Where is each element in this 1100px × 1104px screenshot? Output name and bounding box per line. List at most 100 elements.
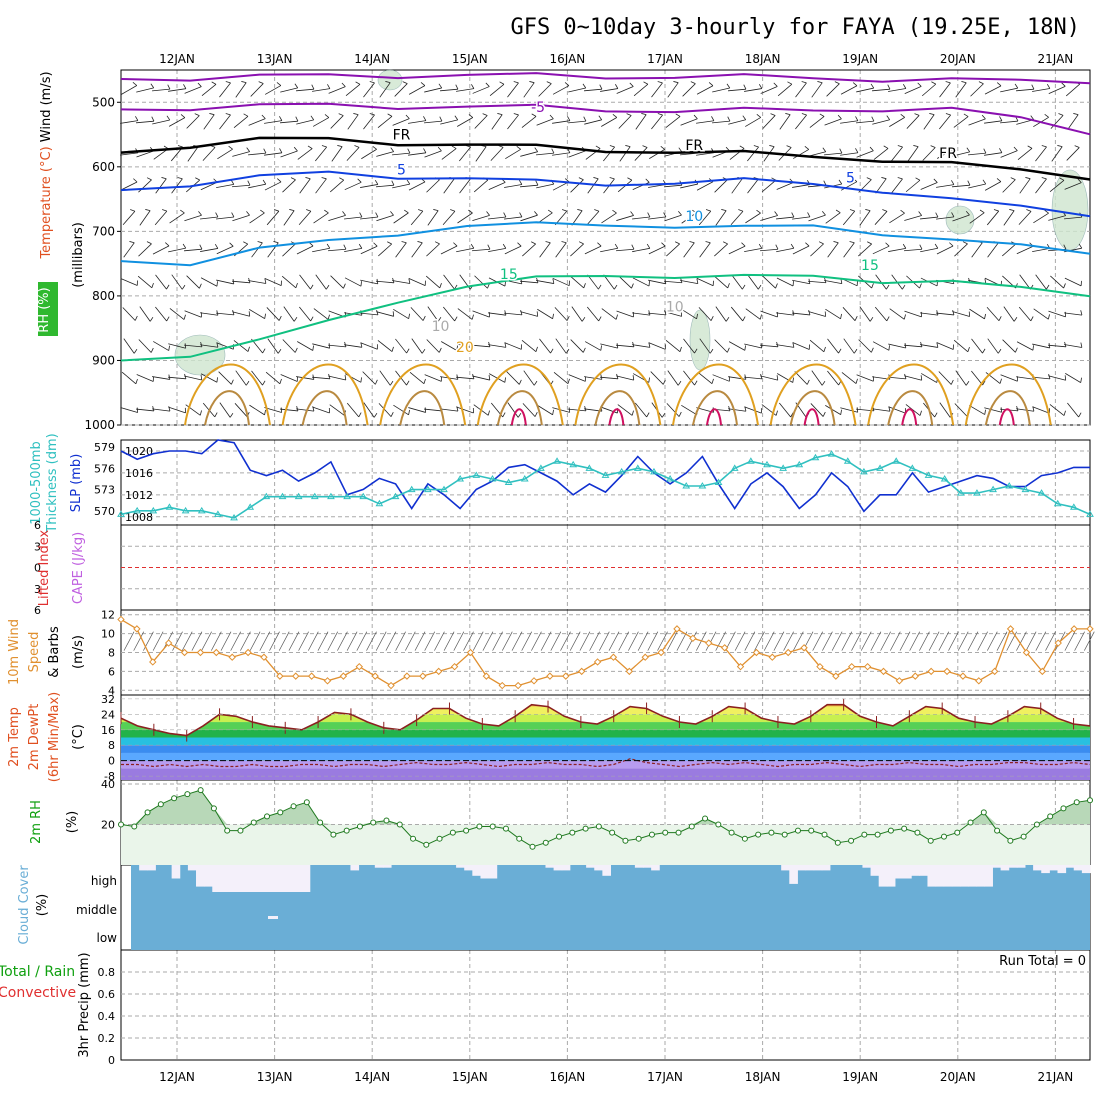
wind-barb <box>714 276 727 288</box>
wind-barb-flag <box>706 241 711 242</box>
wind-barb <box>219 372 232 385</box>
wind-barb-flag <box>521 310 522 315</box>
wind-barb <box>202 84 216 95</box>
wind-barb-flag <box>967 148 970 152</box>
wind-barb-flag <box>706 209 711 211</box>
wind-barb-flag <box>504 213 506 217</box>
wind-barb-flag <box>742 285 745 289</box>
wind-barb <box>187 276 200 289</box>
wind-barb-flag <box>345 375 346 380</box>
wind-barb <box>632 345 650 348</box>
wind10-label-2: Speed <box>27 632 42 673</box>
wind-barb-flag <box>632 284 634 289</box>
wind-barb <box>843 307 855 320</box>
wind-barb-flag <box>547 82 552 84</box>
wind-barb <box>200 217 218 219</box>
wind-barb-flag <box>920 283 922 288</box>
wind-barb <box>554 372 568 383</box>
cape-axis-label: CAPE (J/kg) <box>71 532 86 604</box>
thickness-axis-label-1-part: 1000-500mb <box>29 441 44 525</box>
wind-barb <box>267 211 279 225</box>
wind-barb-flag <box>1032 85 1034 89</box>
wind-barb <box>988 339 999 354</box>
cloud-high-bar <box>220 865 229 892</box>
wind-barb <box>939 115 950 129</box>
chart-panels: 12JAN12JAN13JAN13JAN14JAN14JAN15JAN15JAN… <box>0 52 1094 1084</box>
wind-barb-flag <box>632 245 634 249</box>
wind-barb-flag <box>403 82 408 84</box>
wind10-point <box>849 664 855 670</box>
wind-barb-flag <box>244 114 248 116</box>
wind-barb <box>652 83 663 97</box>
wind-barb-flag <box>1057 145 1062 146</box>
wind-barb-flag <box>872 283 874 288</box>
wind-barb <box>908 147 918 162</box>
wind10-barb <box>658 632 668 651</box>
wind-barb-flag <box>1047 84 1050 88</box>
wind-barb-flag <box>552 149 554 153</box>
wind-barb-flag <box>935 244 938 248</box>
wind10-barb <box>357 632 367 651</box>
wind-barb <box>745 213 760 223</box>
wind-barb-flag <box>793 378 794 383</box>
rh-point <box>1074 800 1079 805</box>
wind-barb-flag <box>903 244 906 248</box>
wind-barb-flag <box>216 213 218 217</box>
wind-barb-flag <box>310 285 313 289</box>
wind-barb <box>680 184 698 188</box>
wind-barb <box>489 182 505 189</box>
wind-barb <box>297 246 313 254</box>
wind-barb <box>152 89 170 91</box>
wind-barb-flag <box>343 284 345 289</box>
wind10-unit-label-part: (m/s) <box>71 635 86 669</box>
wind-barb-flag <box>503 413 505 417</box>
cloud-high-bar <box>1009 865 1018 868</box>
wind-barb-flag <box>1079 244 1082 248</box>
wind-barb-flag <box>328 315 329 320</box>
wind10-point <box>356 664 362 670</box>
wind-barb <box>824 153 842 155</box>
wind-barb <box>1017 342 1033 350</box>
wind-barb <box>776 248 794 251</box>
wind-barb <box>347 403 358 417</box>
wind-barb <box>408 408 425 413</box>
wind-barb-flag <box>147 178 152 180</box>
wind-barb <box>283 339 295 352</box>
wind-barb-flag <box>593 177 598 178</box>
wind-barb <box>427 340 440 353</box>
wind-barb <box>232 215 249 220</box>
wind-barb <box>937 342 954 349</box>
wind-barb <box>924 115 934 130</box>
wind10-barb <box>590 632 600 651</box>
wind-barb <box>1016 377 1034 380</box>
wind-barb-flag <box>312 85 314 89</box>
wind-barb-flag <box>262 381 265 385</box>
cloud-high-bar <box>976 865 985 887</box>
wind-barb <box>376 281 394 283</box>
wind-barb <box>248 184 266 188</box>
wind-barb <box>444 275 455 289</box>
wind-barb <box>602 309 616 320</box>
wind-barb-flag <box>392 347 393 352</box>
wind-barb <box>616 215 633 220</box>
wind-barb-flag <box>407 180 410 184</box>
wind-barb <box>731 307 742 321</box>
wind10-barb <box>299 632 309 651</box>
wind10-label-2-part: Speed <box>27 632 42 673</box>
wind-barb <box>681 119 698 125</box>
wind-barb-flag <box>230 243 234 246</box>
wind-barb <box>522 116 536 127</box>
wind-barb <box>553 278 569 285</box>
wind-barb-flag <box>853 83 857 86</box>
wind10-barb <box>415 632 425 651</box>
wind-barb <box>844 339 854 354</box>
wind-barb <box>1036 275 1047 289</box>
contour-label: 15 <box>500 267 518 283</box>
wind-barb <box>216 313 234 315</box>
wind-barb <box>664 185 682 187</box>
wind10-barb <box>405 632 415 651</box>
wind-barb-flag <box>841 314 842 319</box>
wind-barb-flag <box>297 406 298 411</box>
wind-barb <box>347 147 359 160</box>
wind-barb <box>426 244 439 256</box>
